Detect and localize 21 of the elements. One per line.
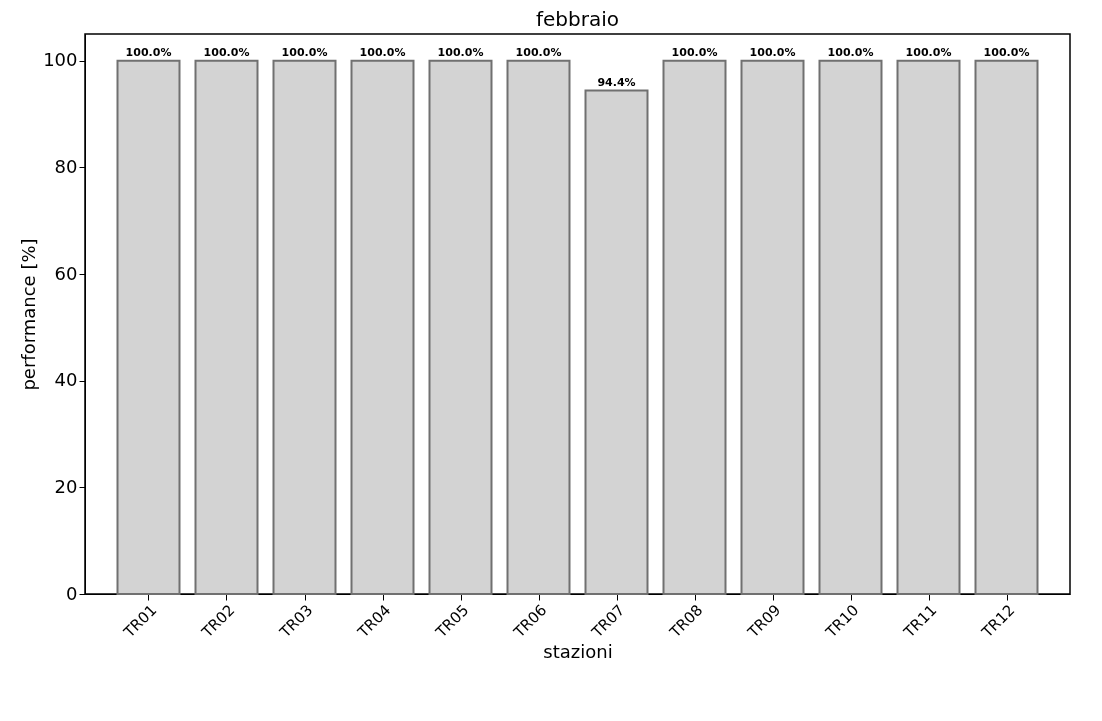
- chart-title: febbraio: [535, 7, 620, 31]
- data-label: 100.0%: [749, 45, 796, 59]
- y-tick-label: 80: [54, 155, 78, 177]
- y-tick-label: 100: [43, 49, 78, 71]
- data-label: 94.4%: [597, 75, 636, 89]
- data-label: 100.0%: [905, 45, 952, 59]
- y-tick-label: 40: [54, 369, 78, 391]
- y-axis-title: performance [%]: [18, 238, 40, 391]
- data-label: 100.0%: [671, 45, 718, 59]
- data-label: 100.0%: [359, 45, 406, 59]
- x-axis-title: stazioni: [543, 641, 613, 663]
- y-tick-label: 0: [66, 582, 78, 604]
- data-label: 100.0%: [515, 45, 562, 59]
- data-label: 100.0%: [983, 45, 1030, 59]
- y-tick-label: 60: [54, 262, 78, 284]
- data-label: 100.0%: [437, 45, 484, 59]
- data-label: 100.0%: [827, 45, 874, 59]
- data-label: 100.0%: [203, 45, 250, 59]
- data-label: 100.0%: [281, 45, 328, 59]
- data-label: 100.0%: [125, 45, 172, 59]
- y-tick-label: 20: [54, 475, 78, 497]
